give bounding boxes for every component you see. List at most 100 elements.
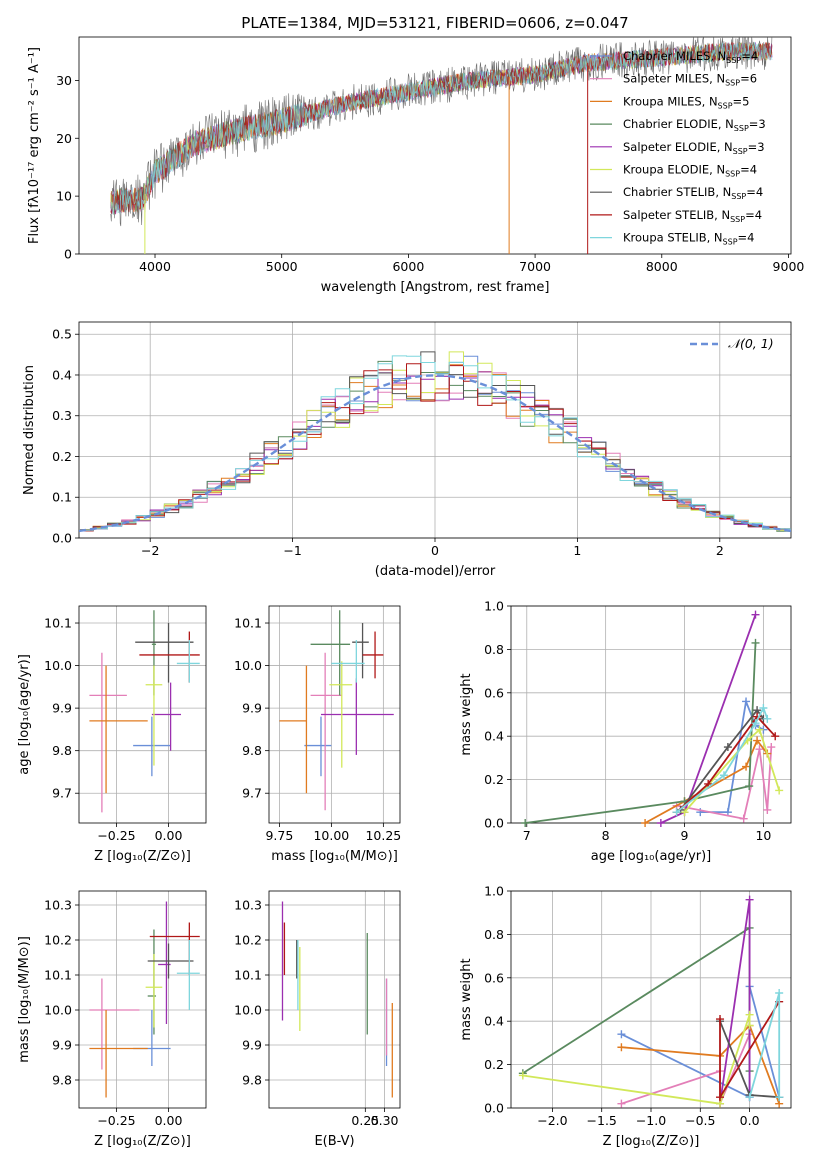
- mass-weight-marker: [775, 786, 784, 795]
- y-axis-label: mass weight: [459, 958, 474, 1040]
- mass-weight-marker: [745, 1010, 754, 1019]
- x-tick-label: 9: [681, 828, 689, 843]
- legend-series-name: Kroupa MILES, N: [623, 94, 718, 108]
- legend-series-name: Salpeter MILES, N: [623, 72, 725, 86]
- legend-nssp: =4: [746, 185, 763, 199]
- mass-weight-marker: [745, 895, 754, 904]
- y-tick-label: 10.0: [234, 658, 262, 673]
- x-tick-label: 9.75: [265, 828, 293, 843]
- mass-weight-marker: [751, 719, 760, 728]
- y-tick-label: 0.0: [484, 1101, 504, 1116]
- legend-series-name: Kroupa STELIB, N: [623, 231, 723, 245]
- massweight-vs-z-lines: [518, 895, 784, 1108]
- x-tick-label: −0.25: [97, 1113, 135, 1128]
- mass-vs-ebv-frame: [268, 890, 401, 1109]
- y-tick-label: 0.6: [484, 970, 504, 985]
- age-vs-mass-axes: 9.75 10.00 10.25 9.7 9.8 9.9 10.0 10.1 mass [log…: [234, 605, 401, 864]
- residuals-axes: −2 −1 0 1 2 0.0 0.1 0.2 0.3 0.4 0.5 (data-model)/er…: [22, 321, 792, 579]
- legend-nssp: =6: [740, 72, 757, 86]
- x-tick-label: 9000: [773, 259, 805, 274]
- mass-vs-z-axes: −0.25 0.00 9.8 9.9 10.0 10.1 10.2 10.3 Z [log₁₀(…: [17, 890, 207, 1149]
- mass-weight-marker: [723, 743, 732, 752]
- legend-subscript: SSP: [730, 215, 745, 224]
- mass-weight-marker: [742, 697, 751, 706]
- x-tick-label: 0.00: [155, 828, 183, 843]
- x-tick-label: 5000: [266, 259, 298, 274]
- spectrum-line: [110, 37, 773, 227]
- x-tick-label: 10: [755, 828, 771, 843]
- legend-subscript: SSP: [723, 238, 738, 247]
- legend-subscript: SSP: [718, 101, 733, 110]
- y-tick-label: 10.2: [234, 933, 262, 948]
- figure-title: PLATE=1384, MJD=53121, FIBERID=0606, z=0…: [241, 14, 628, 32]
- age-vs-mass-errorbars: [279, 610, 394, 811]
- legend-series-name: Salpeter STELIB, N: [623, 208, 730, 222]
- massweight-vs-age-lines: [521, 610, 784, 827]
- x-tick-label: 0: [431, 543, 439, 558]
- y-tick-label: 10.0: [44, 1003, 72, 1018]
- y-tick-label: 9.9: [52, 701, 72, 716]
- y-tick-label: 10.1: [44, 616, 72, 631]
- legend-entry: Salpeter ELODIE, NSSP=3: [623, 140, 765, 156]
- x-axis-label: wavelength [Angstrom, rest frame]: [321, 280, 550, 295]
- y-tick-label: 10.2: [44, 933, 72, 948]
- legend-entry: Salpeter STELIB, NSSP=4: [623, 208, 762, 224]
- histogram-step: [79, 351, 791, 531]
- x-tick-label: 0.25: [351, 1113, 379, 1128]
- y-tick-label: 0.6: [484, 685, 504, 700]
- y-tick-label: 0.4: [52, 367, 72, 382]
- legend-series-name: Salpeter ELODIE, N: [623, 140, 733, 154]
- x-tick-label: 10.00: [313, 828, 349, 843]
- legend-entry: Chabrier STELIB, NSSP=4: [623, 185, 763, 201]
- mass-weight-line: [621, 1023, 781, 1105]
- legend-subscript: SSP: [726, 56, 741, 65]
- mass-weight-marker: [617, 1099, 626, 1108]
- mass-weight-marker: [518, 1071, 527, 1080]
- mass-weight-marker: [672, 808, 681, 817]
- x-tick-label: −1: [283, 543, 301, 558]
- x-axis-label: Z [log₁₀(Z/Z⊙)]: [94, 1134, 191, 1149]
- spectrum-frame: [78, 36, 792, 255]
- mass-weight-marker: [767, 743, 776, 752]
- y-axis-label: mass weight: [459, 673, 474, 755]
- legend-subscript: SSP: [725, 79, 740, 88]
- age-vs-z-errorbars: [89, 610, 200, 813]
- x-tick-label: 7000: [519, 259, 551, 274]
- mass-vs-ebv-axes: 0.250.30 9.8 9.9 10.0 10.1 10.2 10.3 E(B-V): [234, 890, 401, 1149]
- residuals-frame: [78, 321, 792, 539]
- mass-weight-marker: [755, 745, 764, 754]
- massweight-vs-z-axes: −2.0 −1.5 −1.0 −0.5 0.0 0.0 0.2 0.4 0.6 0.8 1.0 Z […: [459, 884, 792, 1149]
- legend-subscript: SSP: [725, 170, 740, 179]
- gaussian-curve: [79, 374, 791, 533]
- x-tick-label: −2.0: [537, 1113, 567, 1128]
- spectrum-line: [110, 41, 773, 215]
- mass-weight-marker: [751, 610, 760, 619]
- age-vs-z-frame: [78, 605, 207, 824]
- mass-weight-marker: [742, 762, 751, 771]
- legend-series-name: Chabrier STELIB, N: [623, 185, 731, 199]
- massweight-vs-z-frame: [510, 890, 792, 1109]
- x-axis-label: (data-model)/error: [375, 564, 496, 579]
- mass-vs-z-frame: [78, 890, 207, 1109]
- legend-subscript: SSP: [733, 147, 748, 156]
- legend-entry: Kroupa ELODIE, NSSP=4: [623, 163, 757, 179]
- mass-weight-line: [683, 728, 781, 813]
- mass-weight-marker: [521, 819, 530, 827]
- mass-weight-marker: [775, 988, 784, 997]
- massweight-vs-age-axes: 7 8 9 10 0.0 0.2 0.4 0.6 0.8 1.0 age [log₁₀(age/yr…: [459, 599, 792, 864]
- y-tick-label: 0.3: [52, 408, 72, 423]
- legend-nssp: =3: [749, 117, 766, 131]
- x-tick-label: −2: [141, 543, 159, 558]
- y-tick-label: 9.8: [52, 743, 72, 758]
- x-axis-label: Z [log₁₀(Z/Z⊙)]: [94, 849, 191, 864]
- mass-weight-marker: [763, 714, 772, 723]
- y-tick-label: 9.7: [52, 786, 72, 801]
- legend-series-name: Kroupa ELODIE, N: [623, 163, 725, 177]
- x-tick-label: 6000: [392, 259, 424, 274]
- x-tick-label: 4000: [139, 259, 171, 274]
- x-tick-label: 0.30: [371, 1113, 399, 1128]
- x-axis-label: Z [log₁₀(Z/Z⊙)]: [603, 1134, 700, 1149]
- x-tick-label: 8000: [646, 259, 678, 274]
- x-tick-label: 0.00: [155, 1113, 183, 1128]
